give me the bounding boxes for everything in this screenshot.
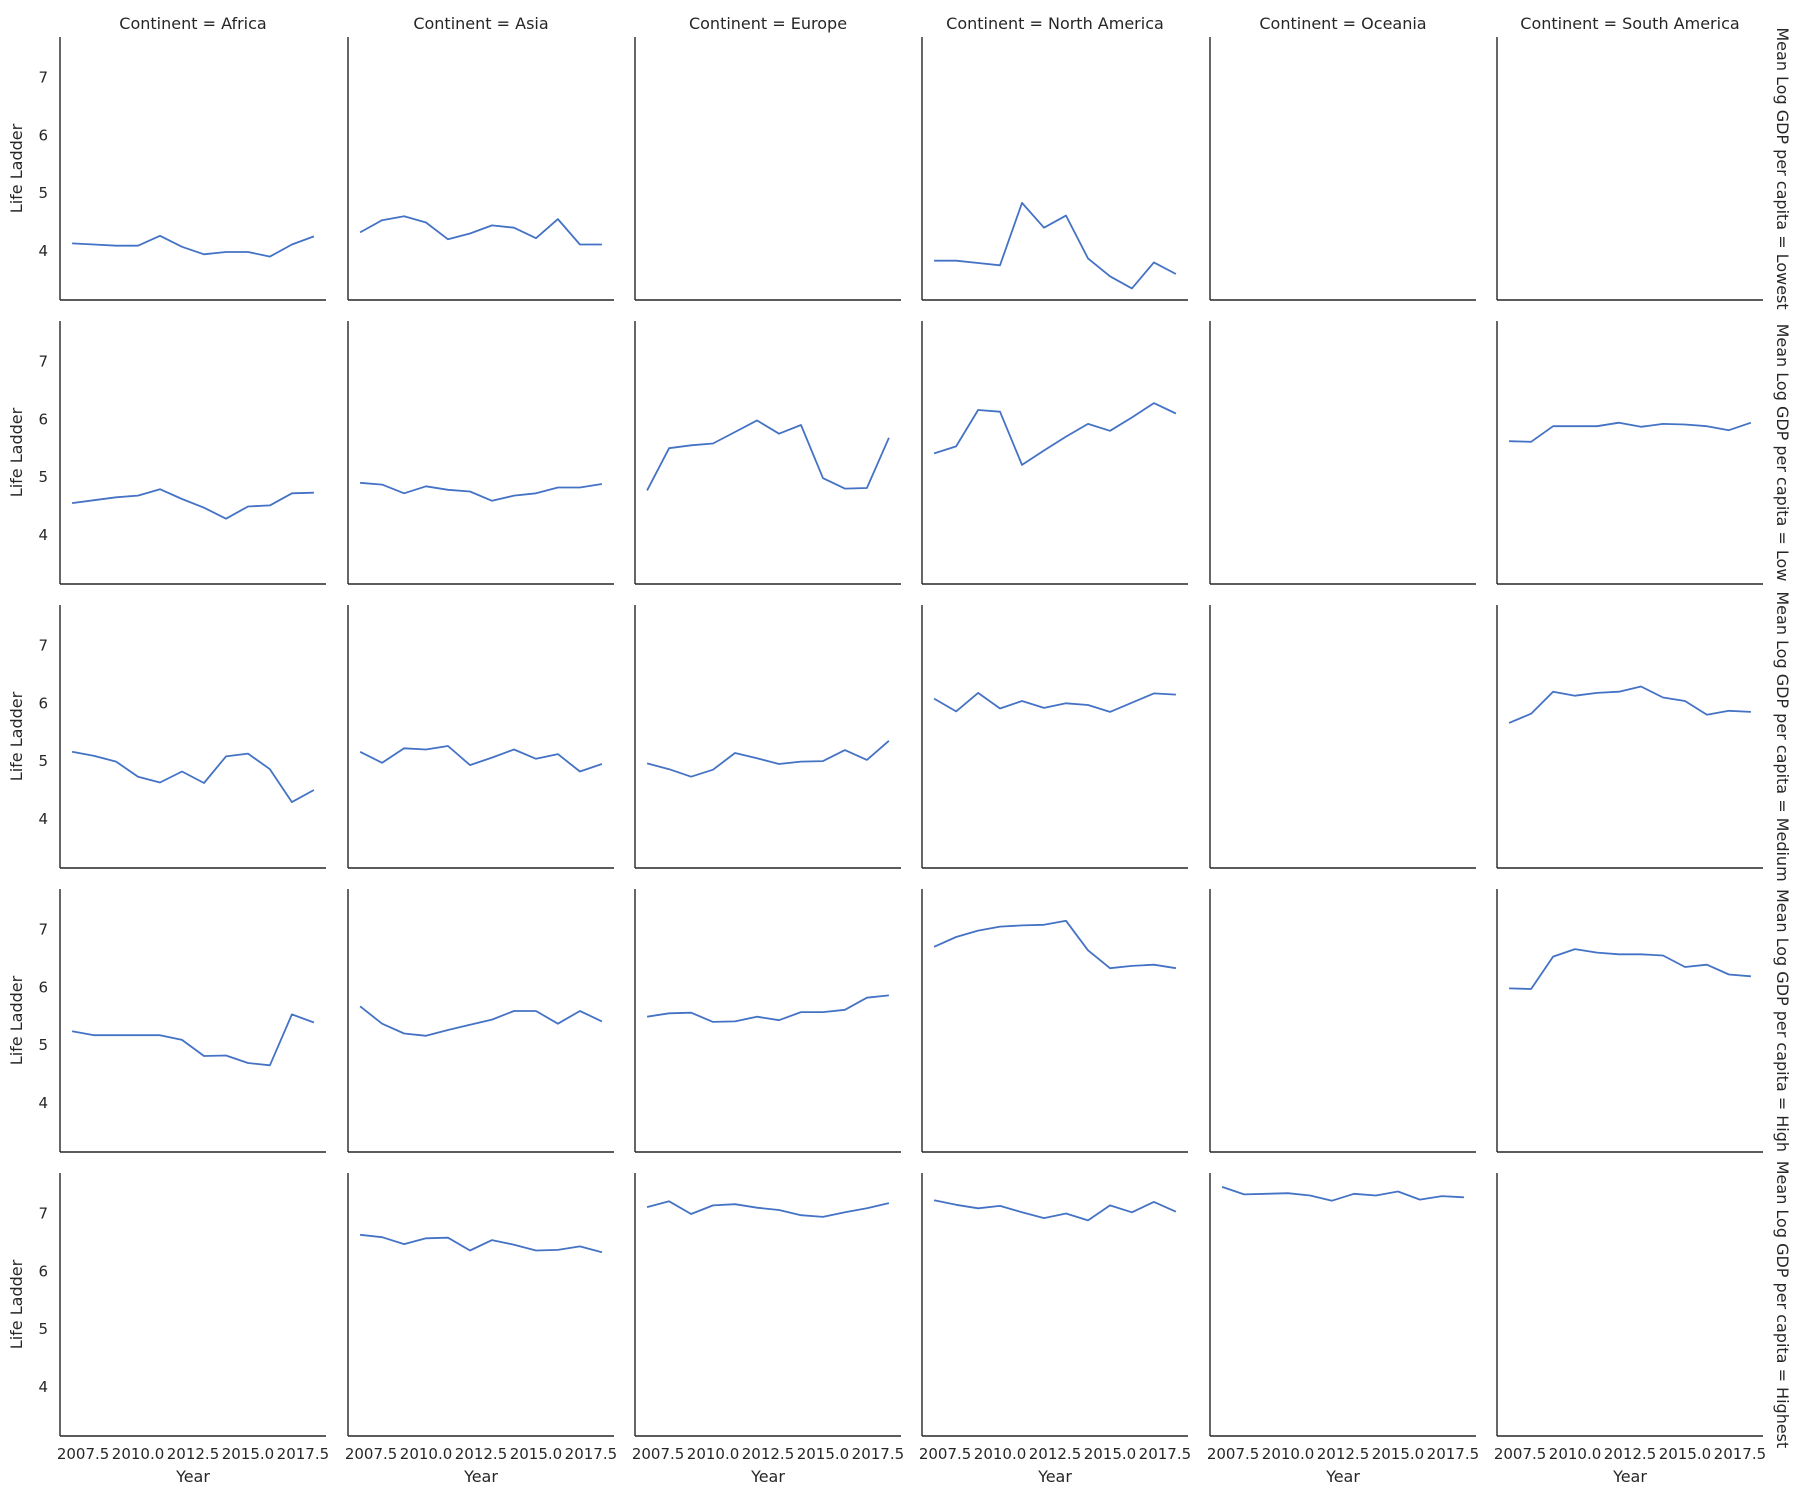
y-tick-label: 7 [38, 920, 48, 938]
row-label: Mean Log GDP per capita = Lowest [1773, 27, 1792, 309]
y-tick-label: 4 [38, 810, 48, 828]
x-tick-label: 2007.5 [632, 1445, 685, 1463]
row-label: Mean Log GDP per capita = High [1773, 889, 1792, 1152]
y-tick-label: 5 [38, 184, 48, 202]
x-tick-label: 2015.0 [797, 1445, 850, 1463]
x-axis-label: Year [1037, 1467, 1072, 1486]
y-tick-label: 4 [38, 1378, 48, 1396]
y-axis-label: Life Ladder [7, 407, 26, 497]
y-tick-label: 6 [38, 978, 48, 996]
column-header: Continent = Oceania [1259, 14, 1426, 33]
series-line-r4-c1 [360, 1233, 603, 1254]
x-tick-label: 2010.0 [974, 1445, 1027, 1463]
x-axis-label: Year [463, 1467, 498, 1486]
x-tick-label: 2007.5 [919, 1445, 972, 1463]
x-tick-label: 2010.0 [687, 1445, 740, 1463]
series-line-r3-c3 [933, 919, 1177, 970]
y-axis-label: Life Ladder [7, 1259, 26, 1349]
x-tick-label: 2015.0 [1372, 1445, 1425, 1463]
x-tick-label: 2015.0 [222, 1445, 275, 1463]
x-tick-label: 2015.0 [1659, 1445, 1712, 1463]
x-axis-label: Year [1612, 1467, 1647, 1486]
column-header: Continent = Africa [119, 14, 266, 33]
x-axis-label: Year [175, 1467, 210, 1486]
y-tick-label: 6 [38, 410, 48, 428]
y-axis-label: Life Ladder [7, 123, 26, 213]
row-label: Mean Log GDP per capita = Highest [1773, 1161, 1792, 1449]
y-axis-label: Life Ladder [7, 691, 26, 781]
y-tick-label: 6 [38, 126, 48, 144]
series-line-r2-c2 [646, 740, 890, 778]
series-line-r0-c1 [359, 215, 602, 246]
y-tick-label: 5 [38, 752, 48, 770]
y-tick-label: 6 [38, 694, 48, 712]
x-tick-label: 2010.0 [400, 1445, 453, 1463]
y-tick-label: 5 [38, 1320, 48, 1338]
x-tick-label: 2010.0 [112, 1445, 165, 1463]
series-line-r2-c3 [933, 692, 1176, 713]
series-line-r3-c5 [1509, 948, 1751, 990]
x-tick-label: 2017.5 [1427, 1445, 1480, 1463]
x-tick-label: 2012.5 [1029, 1445, 1082, 1463]
y-tick-label: 6 [38, 1262, 48, 1280]
x-tick-label: 2012.5 [1604, 1445, 1657, 1463]
y-tick-label: 4 [38, 1094, 48, 1112]
x-tick-label: 2015.0 [510, 1445, 563, 1463]
series-line-r1-c1 [360, 481, 603, 502]
column-header: Continent = South America [1520, 14, 1739, 33]
series-line-r4-c3 [933, 1199, 1177, 1222]
y-tick-label: 5 [38, 468, 48, 486]
x-tick-label: 2007.5 [57, 1445, 110, 1463]
series-line-r2-c5 [1508, 685, 1751, 724]
y-tick-label: 7 [38, 636, 48, 654]
series-line-r0-c0 [72, 234, 315, 258]
column-header: Continent = Asia [413, 14, 548, 33]
row-label: Mean Log GDP per capita = Medium [1773, 591, 1792, 881]
x-tick-label: 2010.0 [1549, 1445, 1602, 1463]
series-line-r1-c0 [71, 488, 314, 520]
series-line-r4-c4 [1221, 1186, 1464, 1202]
series-line-r3-c2 [646, 994, 889, 1023]
x-tick-label: 2017.5 [565, 1445, 618, 1463]
y-tick-label: 7 [38, 352, 48, 370]
x-tick-label: 2007.5 [1207, 1445, 1260, 1463]
x-tick-label: 2012.5 [742, 1445, 795, 1463]
x-tick-label: 2007.5 [345, 1445, 398, 1463]
y-tick-label: 7 [38, 68, 48, 86]
y-tick-label: 4 [38, 242, 48, 260]
series-line-r3-c1 [359, 1005, 603, 1037]
column-header: Continent = Europe [689, 14, 847, 33]
series-line-r2-c0 [71, 750, 315, 803]
series-line-r4-c2 [646, 1200, 890, 1218]
x-tick-label: 2012.5 [455, 1445, 508, 1463]
y-tick-label: 7 [38, 1204, 48, 1222]
x-tick-label: 2010.0 [1262, 1445, 1315, 1463]
series-line-r1-c3 [933, 402, 1177, 466]
y-tick-label: 4 [38, 526, 48, 544]
x-tick-label: 2012.5 [1317, 1445, 1370, 1463]
y-tick-label: 5 [38, 1036, 48, 1054]
x-axis-label: Year [1325, 1467, 1360, 1486]
x-tick-label: 2007.5 [1494, 1445, 1547, 1463]
series-line-r2-c1 [359, 745, 603, 773]
series-line-r1-c2 [646, 419, 890, 491]
row-label: Mean Log GDP per capita = Low [1773, 324, 1792, 582]
series-line-r3-c0 [71, 1013, 315, 1067]
x-axis-label: Year [750, 1467, 785, 1486]
x-tick-label: 2017.5 [1714, 1445, 1767, 1463]
x-tick-label: 2012.5 [167, 1445, 220, 1463]
series-line-r0-c3 [934, 201, 1177, 290]
column-header: Continent = North America [946, 14, 1164, 33]
x-tick-label: 2017.5 [1139, 1445, 1192, 1463]
y-axis-label: Life Ladder [7, 975, 26, 1065]
x-tick-label: 2017.5 [277, 1445, 330, 1463]
x-tick-label: 2015.0 [1084, 1445, 1137, 1463]
x-tick-label: 2017.5 [852, 1445, 905, 1463]
series-line-r1-c5 [1509, 421, 1752, 443]
